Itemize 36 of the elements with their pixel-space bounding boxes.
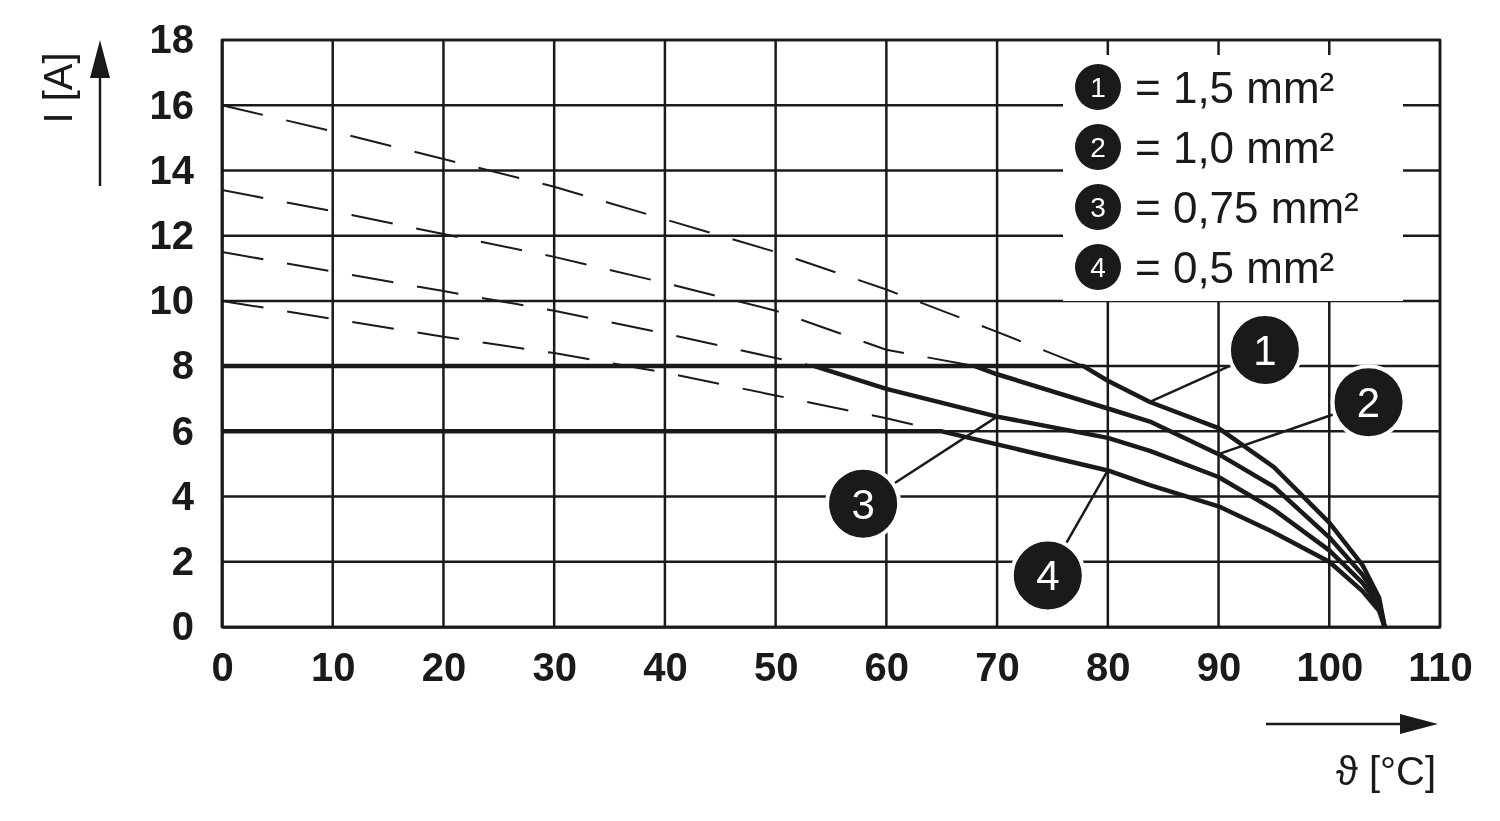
x-tick-label: 0 bbox=[211, 645, 234, 690]
series-label: 1 bbox=[1253, 326, 1277, 374]
legend-label: 2 bbox=[1090, 132, 1106, 163]
y-tick-label: 10 bbox=[149, 278, 194, 323]
y-tick-label: 16 bbox=[149, 82, 194, 127]
text: 4 bbox=[1090, 252, 1106, 283]
y-tick-label: 8 bbox=[171, 343, 194, 388]
y-tick-label: 12 bbox=[149, 212, 194, 257]
x-tick-label: 70 bbox=[975, 645, 1020, 690]
x-axis-title: ϑ [°C] bbox=[1335, 749, 1436, 793]
annotation: = 0,75 mm² bbox=[1135, 183, 1359, 232]
annotation: = 1,5 mm² bbox=[1135, 63, 1335, 112]
y-tick-label: 6 bbox=[171, 408, 194, 453]
x-tick-label: 90 bbox=[1196, 645, 1242, 690]
x-tick-label: 100 bbox=[1296, 645, 1364, 690]
y-axis-title: I [A] bbox=[36, 52, 80, 124]
x-tick-label: 30 bbox=[532, 645, 577, 690]
text: 1 bbox=[1090, 72, 1106, 103]
y-tick-label: 4 bbox=[171, 473, 195, 518]
y-tick-label: 2 bbox=[171, 539, 194, 584]
text: 3 bbox=[851, 480, 875, 528]
x-tick-label: 110 bbox=[1408, 645, 1473, 690]
x-tick-label: 50 bbox=[753, 645, 799, 690]
x-tick-label: 10 bbox=[310, 645, 356, 690]
y-tick-label: 0 bbox=[171, 604, 194, 649]
y-tick-label: 14 bbox=[149, 147, 195, 192]
annotation: = 0,5 mm² bbox=[1135, 243, 1335, 292]
y-tick-label: 18 bbox=[149, 17, 194, 62]
x-tick-label: 40 bbox=[643, 645, 688, 690]
text: 2 bbox=[1356, 379, 1381, 427]
x-tick-label: 60 bbox=[864, 645, 910, 690]
legend-label: 4 bbox=[1036, 552, 1060, 600]
legend-label: 3 bbox=[1090, 192, 1106, 223]
annotation: = 1,0 mm² bbox=[1135, 123, 1335, 172]
x-tick-label: 80 bbox=[1086, 645, 1131, 690]
x-tick-label: 20 bbox=[421, 645, 467, 690]
